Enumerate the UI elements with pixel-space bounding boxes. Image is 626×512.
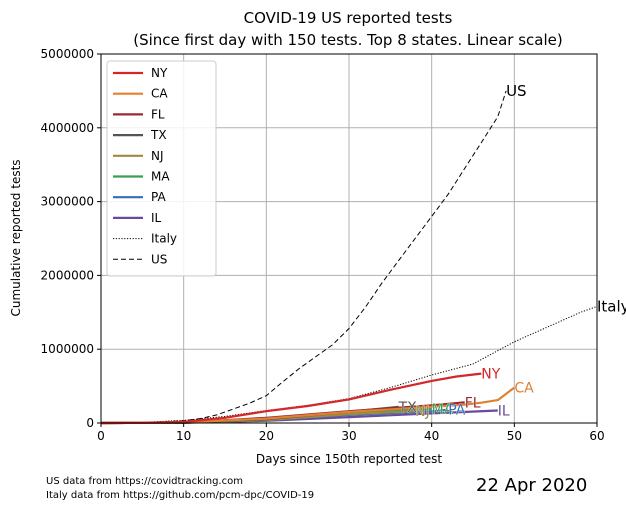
end-label-tx: TX	[398, 400, 418, 416]
legend-label-ny: NY	[151, 66, 168, 80]
x-tick-label: 20	[259, 429, 274, 443]
legend-label-ca: CA	[151, 87, 168, 101]
y-tick-label: 2000000	[41, 268, 94, 282]
legend-label-fl: FL	[151, 107, 165, 121]
x-tick-label: 30	[341, 429, 356, 443]
us-data-source: US data from https://covidtracking.com	[46, 476, 243, 487]
italy-data-source: Italy data from https://github.com/pcm-d…	[46, 490, 315, 501]
legend-label-il: IL	[151, 211, 162, 225]
end-label-pa: PA	[448, 403, 466, 419]
end-label-ma: MA	[432, 402, 454, 418]
legend: NY CA FL TX NJ MA PA IL Italy US	[106, 60, 217, 277]
x-tick-label: 0	[97, 429, 105, 443]
legend-label-us: US	[151, 252, 167, 266]
end-label-italy: Italy	[597, 297, 626, 315]
y-tick-label: 0	[86, 416, 94, 430]
series-line-ca	[100, 386, 515, 425]
legend-label-ma: MA	[151, 170, 170, 184]
end-label-ca: CA	[514, 381, 534, 397]
x-tick-label: 10	[176, 429, 191, 443]
y-tick-label: 4000000	[41, 121, 94, 135]
ticks: 0 10 20 30 40 50 60 0 1000000 2000000 3000000 40000…	[41, 47, 605, 443]
x-tick-label: 60	[589, 429, 604, 443]
chart-title: COVID-19 US reported tests	[244, 9, 453, 27]
date-stamp: 22 Apr 2020	[476, 475, 588, 496]
legend-label-nj: NJ	[151, 149, 164, 163]
end-label-nj: NJ	[415, 404, 430, 420]
legend-label-tx: TX	[150, 128, 167, 142]
legend-label-italy: Italy	[151, 232, 177, 246]
y-tick-label: 1000000	[41, 342, 94, 356]
y-axis-label: Cumulative reported tests	[9, 159, 23, 316]
series-line-ny	[100, 372, 482, 425]
end-label-ny: NY	[481, 367, 500, 383]
x-tick-label: 40	[424, 429, 439, 443]
y-tick-label: 3000000	[41, 195, 94, 209]
end-label-us: US	[506, 82, 527, 100]
x-axis-label: Days since 150th reported test	[256, 452, 443, 466]
legend-label-pa: PA	[151, 190, 166, 204]
end-label-fl: FL	[465, 395, 481, 411]
end-label-il: IL	[498, 403, 510, 419]
y-tick-label: 5000000	[41, 47, 94, 61]
chart-subtitle: (Since first day with 150 tests. Top 8 s…	[133, 31, 563, 49]
x-tick-label: 50	[507, 429, 522, 443]
